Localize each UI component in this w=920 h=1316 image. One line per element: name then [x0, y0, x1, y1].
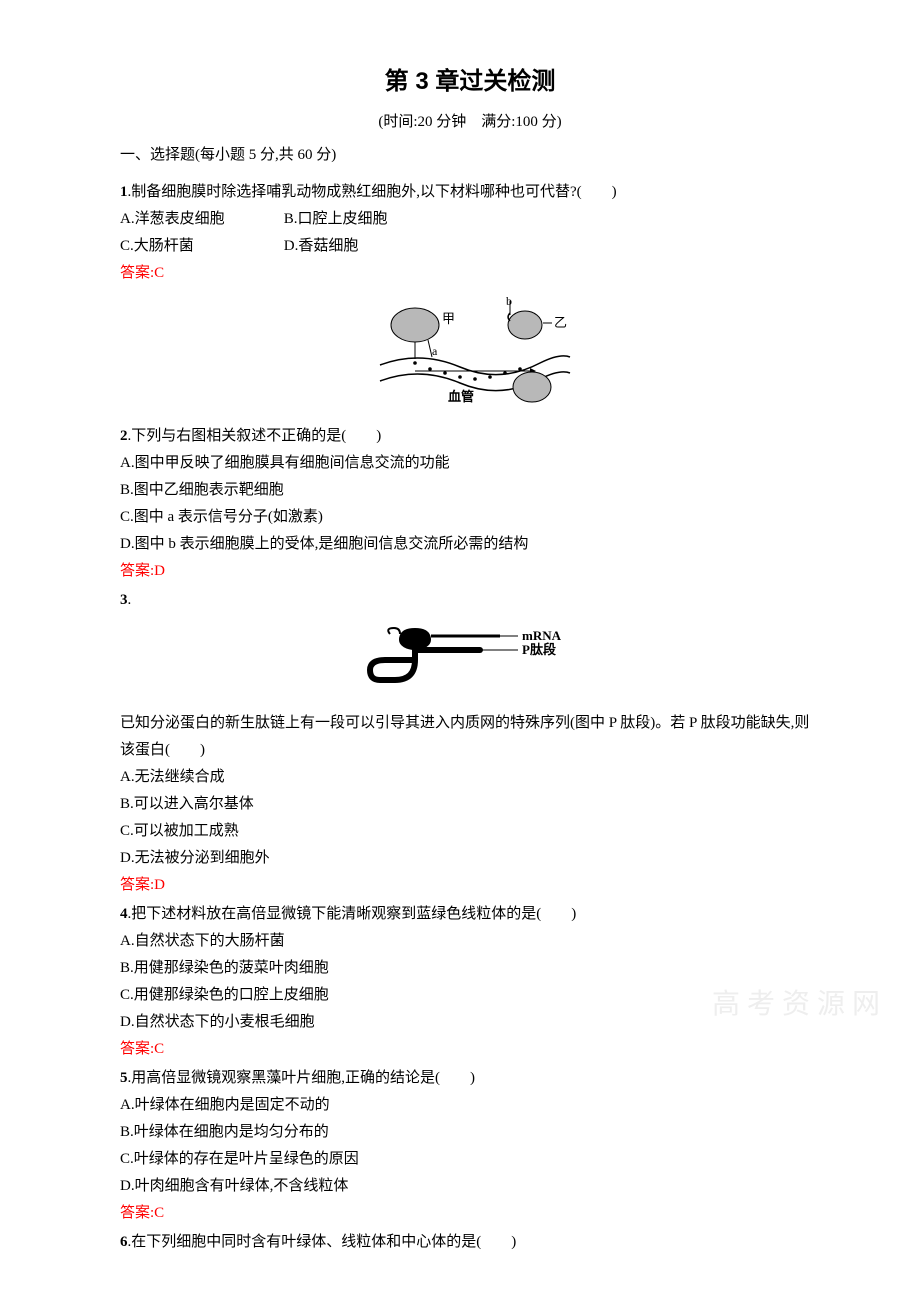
q4-optA: A.自然状态下的大肠杆菌 — [120, 928, 820, 955]
q6-stem: 6.在下列细胞中同时含有叶绿体、线粒体和中心体的是( ) — [120, 1229, 820, 1256]
q1-opts-row1: A.洋葱表皮细胞 B.口腔上皮细胞 — [120, 206, 820, 233]
dia1-label-b: b — [506, 295, 512, 308]
q5-optD: D.叶肉细胞含有叶绿体,不含线粒体 — [120, 1173, 820, 1200]
q2-answer: 答案:D — [120, 558, 820, 585]
q1-optD: D.香菇细胞 — [284, 233, 359, 260]
q5-optA: A.叶绿体在细胞内是固定不动的 — [120, 1092, 820, 1119]
q3-optD: D.无法被分泌到细胞外 — [120, 845, 820, 872]
section-heading: 一、选择题(每小题 5 分,共 60 分) — [120, 142, 820, 169]
q4-optC: C.用健那绿染色的口腔上皮细胞 — [120, 982, 820, 1009]
q3-optB: B.可以进入高尔基体 — [120, 791, 820, 818]
q4-stem: 4.把下述材料放在高倍显微镜下能清晰观察到蓝绿色线粒体的是( ) — [120, 901, 820, 928]
q2-optA: A.图中甲反映了细胞膜具有细胞间信息交流的功能 — [120, 450, 820, 477]
dia1-label-a: a — [432, 344, 438, 358]
q5-stem: 5.用高倍显微镜观察黑藻叶片细胞,正确的结论是( ) — [120, 1065, 820, 1092]
diagram-cell-signaling: 甲 乙 a b 血管 — [120, 295, 820, 415]
diagram-mrna: mRNA P肽段 — [120, 622, 820, 702]
q3-stem: 已知分泌蛋白的新生肽链上有一段可以引导其进入内质网的特殊序列(图中 P 肽段)。… — [120, 710, 820, 764]
q1-optA: A.洋葱表皮细胞 — [120, 206, 280, 233]
dia1-label-jia: 甲 — [442, 311, 455, 326]
q4-optD: D.自然状态下的小麦根毛细胞 — [120, 1009, 820, 1036]
dia2-mrna: mRNA — [522, 628, 562, 643]
q4-answer: 答案:C — [120, 1036, 820, 1063]
q2-optB: B.图中乙细胞表示靶细胞 — [120, 477, 820, 504]
page-subtitle: (时间:20 分钟 满分:100 分) — [120, 109, 820, 136]
q3-num: 3. — [120, 587, 820, 614]
q2-stem: 2.下列与右图相关叙述不正确的是( ) — [120, 423, 820, 450]
q1-optB: B.口腔上皮细胞 — [284, 206, 388, 233]
q2-optD: D.图中 b 表示细胞膜上的受体,是细胞间信息交流所必需的结构 — [120, 531, 820, 558]
q1-opts-row2: C.大肠杆菌 D.香菇细胞 — [120, 233, 820, 260]
q5-answer: 答案:C — [120, 1200, 820, 1227]
q5-optC: C.叶绿体的存在是叶片呈绿色的原因 — [120, 1146, 820, 1173]
dia1-label-vessel: 血管 — [448, 389, 474, 404]
q1-answer: 答案:C — [120, 260, 820, 287]
dia1-label-yi: 乙 — [554, 315, 567, 330]
q3-optA: A.无法继续合成 — [120, 764, 820, 791]
q3-answer: 答案:D — [120, 872, 820, 899]
q3-optC: C.可以被加工成熟 — [120, 818, 820, 845]
q2-optC: C.图中 a 表示信号分子(如激素) — [120, 504, 820, 531]
page-title: 第 3 章过关检测 — [120, 60, 820, 103]
q5-optB: B.叶绿体在细胞内是均匀分布的 — [120, 1119, 820, 1146]
q4-optB: B.用健那绿染色的菠菜叶肉细胞 — [120, 955, 820, 982]
q1-optC: C.大肠杆菌 — [120, 233, 280, 260]
q1-stem: 1.制备细胞膜时除选择哺乳动物成熟红细胞外,以下材料哪种也可代替?( ) — [120, 179, 820, 206]
dia2-p: P肽段 — [522, 642, 556, 657]
